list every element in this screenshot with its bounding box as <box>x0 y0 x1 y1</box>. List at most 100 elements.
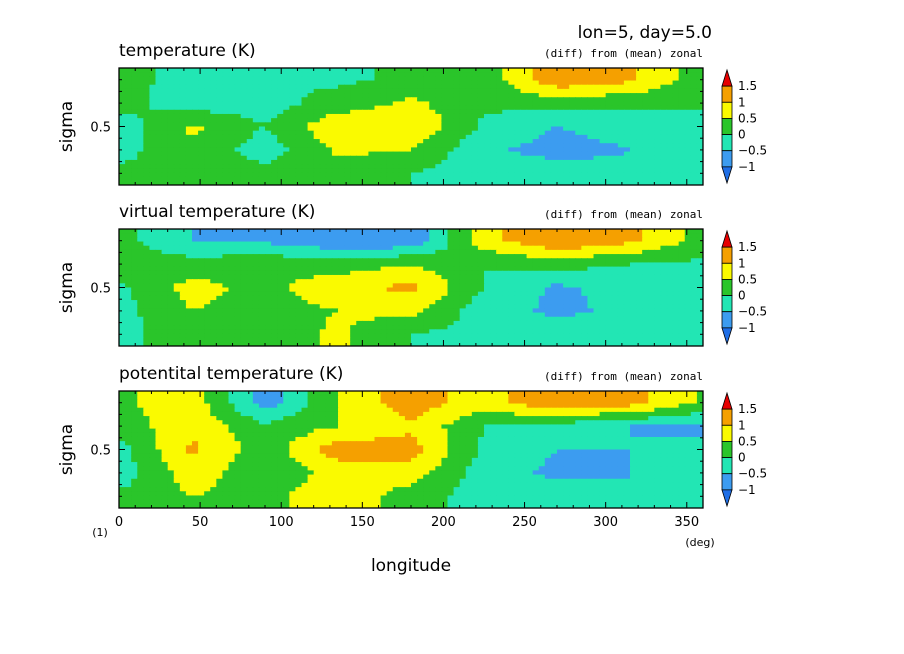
heatmap-cell <box>258 97 266 103</box>
heatmap-cell <box>246 283 254 289</box>
heatmap-cell <box>398 113 406 119</box>
heatmap-cell <box>143 237 151 243</box>
heatmap-cell <box>447 291 455 297</box>
heatmap-cell <box>678 93 686 98</box>
heatmap-cell <box>380 241 388 247</box>
heatmap-cell <box>131 113 138 119</box>
heatmap-cell <box>143 97 151 103</box>
heatmap-cell <box>593 109 601 115</box>
heatmap-cell <box>441 249 449 255</box>
heatmap-cell <box>143 266 151 272</box>
heatmap-cell <box>362 304 370 309</box>
heatmap-cell <box>435 72 443 77</box>
heatmap-cell <box>417 151 424 157</box>
heatmap-cell <box>392 139 400 144</box>
heatmap-cell <box>125 287 132 293</box>
heatmap-cell <box>198 88 205 94</box>
heatmap-cell <box>137 113 144 119</box>
heatmap-cell <box>623 122 631 128</box>
heatmap-cell <box>477 266 485 272</box>
heatmap-cell <box>642 262 649 268</box>
heatmap-cell <box>441 258 449 264</box>
heatmap-cell <box>678 262 686 268</box>
heatmap-cell <box>258 113 266 119</box>
heatmap-cell <box>581 308 589 314</box>
heatmap-cell <box>642 68 649 73</box>
heatmap-cell <box>496 88 503 94</box>
heatmap-cell <box>131 237 138 243</box>
heatmap-cell <box>258 279 266 284</box>
heatmap-cell <box>404 76 412 82</box>
heatmap-cell <box>538 76 546 82</box>
heatmap-cell <box>429 72 436 77</box>
heatmap-cell <box>563 76 570 82</box>
heatmap-cell <box>283 245 290 251</box>
heatmap-cell <box>538 258 546 264</box>
heatmap-cell <box>374 180 382 185</box>
heatmap-cell <box>520 134 528 140</box>
heatmap-cell <box>204 308 211 314</box>
heatmap-cell <box>398 168 406 174</box>
heatmap-cell <box>563 291 570 297</box>
heatmap-cell <box>319 254 327 259</box>
heatmap-cell <box>520 130 528 136</box>
heatmap-cell <box>350 139 357 144</box>
heatmap-cell <box>149 80 157 86</box>
heatmap-cell <box>544 84 552 90</box>
heatmap-cell <box>484 320 491 326</box>
heatmap-cell <box>265 122 272 128</box>
heatmap-cell <box>557 233 564 238</box>
heatmap-cell <box>696 68 703 73</box>
heatmap-cell <box>593 113 601 119</box>
heatmap-cell <box>453 262 461 268</box>
heatmap-cell <box>380 229 388 234</box>
heatmap-cell <box>386 88 394 94</box>
heatmap-cell <box>155 308 163 314</box>
heatmap-cell <box>234 233 242 238</box>
heatmap-cell <box>119 118 126 123</box>
heatmap-cell <box>222 159 230 165</box>
heatmap-cell <box>344 237 351 243</box>
heatmap-cell <box>447 300 455 305</box>
heatmap-cell <box>417 101 424 107</box>
heatmap-cell <box>392 258 400 264</box>
heatmap-cell <box>338 295 345 301</box>
heatmap-cell <box>277 155 284 161</box>
heatmap-cell <box>192 126 199 132</box>
heatmap-cell <box>459 291 467 297</box>
heatmap-cell <box>234 300 242 305</box>
heatmap-cell <box>617 295 625 301</box>
heatmap-cell <box>301 126 309 132</box>
heatmap-cell <box>435 180 443 185</box>
heatmap-cell <box>611 159 619 165</box>
heatmap-cell <box>149 101 157 107</box>
heatmap-cell <box>143 291 151 297</box>
heatmap-cell <box>137 262 144 268</box>
heatmap-cell <box>161 233 169 238</box>
heatmap-cell <box>660 249 668 255</box>
heatmap-cell <box>648 143 655 148</box>
heatmap-cell <box>173 93 181 98</box>
heatmap-cell <box>563 93 570 98</box>
heatmap-cell <box>143 254 151 259</box>
heatmap-cell <box>477 93 485 98</box>
heatmap-cell <box>605 147 613 153</box>
heatmap-cell <box>465 84 473 90</box>
heatmap-cell <box>392 147 400 153</box>
heatmap-cell <box>575 76 582 82</box>
heatmap-cell <box>654 237 662 243</box>
heatmap-cell <box>277 168 284 174</box>
heatmap-cell <box>362 84 370 90</box>
heatmap-cell <box>672 84 680 90</box>
heatmap-cell <box>173 155 181 161</box>
heatmap-cell <box>520 283 528 289</box>
heatmap-cell <box>581 270 589 276</box>
heatmap-cell <box>374 304 382 309</box>
heatmap-cell <box>228 308 236 314</box>
heatmap-cell <box>258 164 266 169</box>
heatmap-cell <box>131 164 138 169</box>
heatmap-cell <box>684 139 692 144</box>
heatmap-cell <box>204 320 211 326</box>
heatmap-cell <box>538 93 546 98</box>
heatmap-cell <box>404 176 412 182</box>
